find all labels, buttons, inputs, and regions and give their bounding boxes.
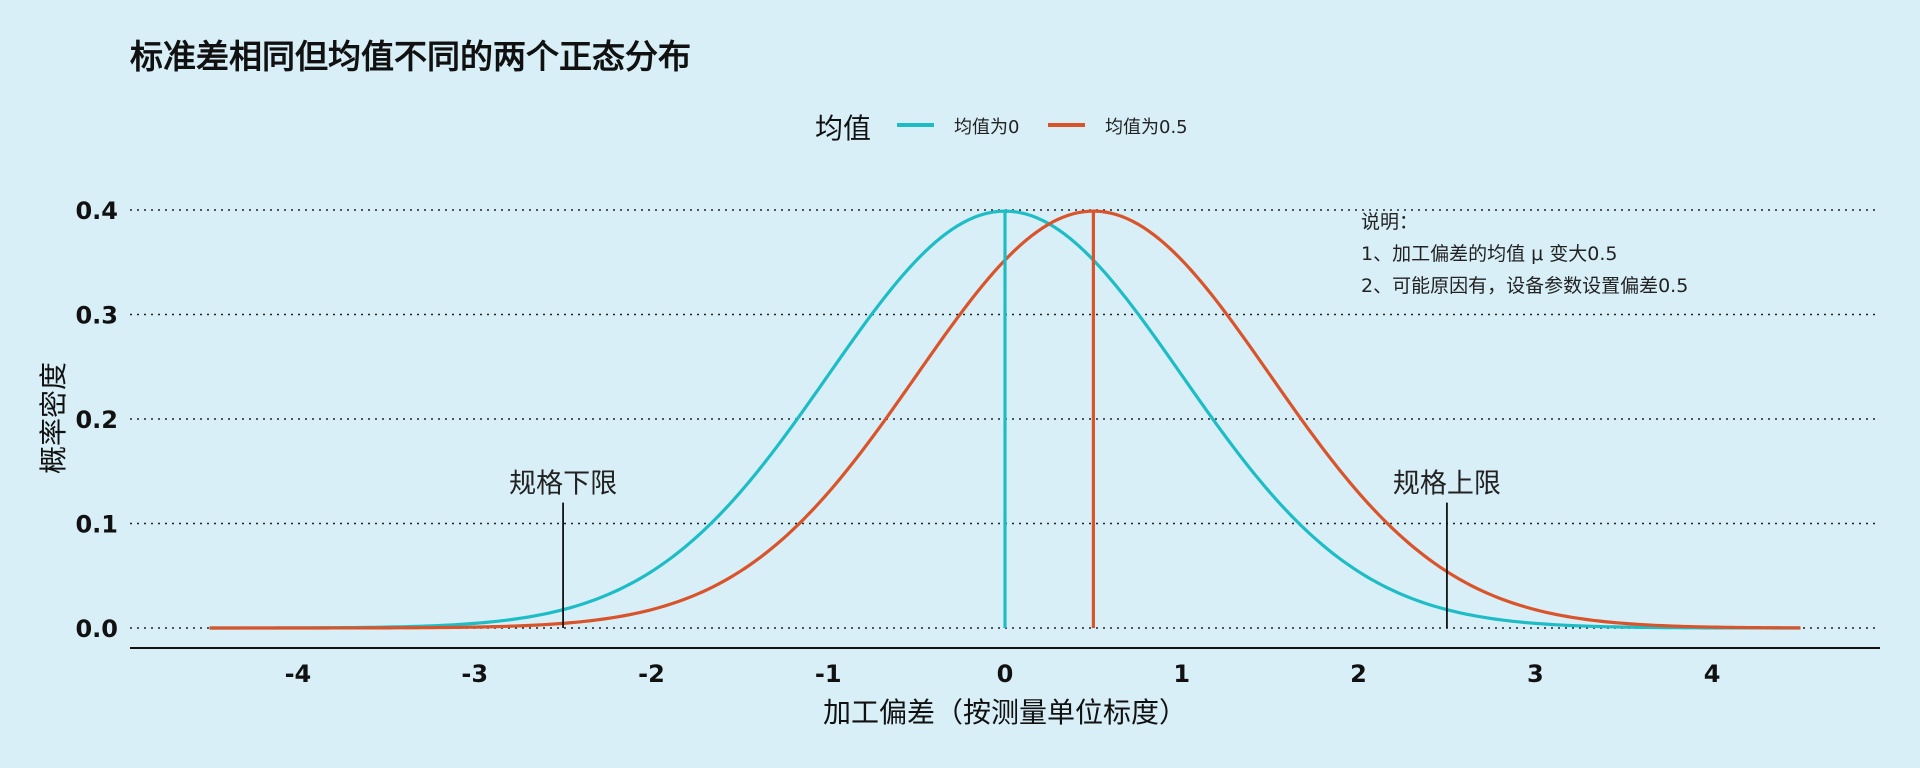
y-tick-label: 0.1 <box>75 511 118 539</box>
x-tick-label: 3 <box>1527 660 1544 688</box>
chart-title: 标准差相同但均值不同的两个正态分布 <box>130 37 691 76</box>
y-axis-title: 概率密度 <box>37 362 70 474</box>
legend-label-mean-05: 均值为0.5 <box>1105 117 1188 138</box>
x-tick-label: -1 <box>815 660 842 688</box>
x-tick-label: 1 <box>1173 660 1190 688</box>
y-tick-label: 0.0 <box>75 615 118 643</box>
x-axis-ticks: -4 -3 -2 -1 0 1 2 3 4 <box>285 660 1721 688</box>
x-tick-label: -2 <box>638 660 665 688</box>
x-tick-label: 2 <box>1350 660 1367 688</box>
x-axis-title: 加工偏差（按测量单位标度） <box>823 696 1187 729</box>
annotation-line-3: 2、可能原因有，设备参数设置偏差0.5 <box>1361 275 1688 297</box>
legend-title: 均值 <box>815 112 871 145</box>
annotation-note: 说明： 1、加工偏差的均值 μ 变大0.5 2、可能原因有，设备参数设置偏差0.… <box>1361 211 1688 297</box>
y-axis-ticks: 0.0 0.1 0.2 0.3 0.4 <box>75 197 118 643</box>
legend-label-mean-0: 均值为0 <box>954 117 1019 138</box>
y-tick-label: 0.2 <box>75 406 118 434</box>
x-tick-label: -3 <box>461 660 488 688</box>
lower-spec-label: 规格下限 <box>509 469 617 500</box>
y-tick-label: 0.3 <box>75 302 118 330</box>
annotation-line-1: 说明： <box>1361 211 1418 233</box>
annotation-line-2: 1、加工偏差的均值 μ 变大0.5 <box>1361 243 1617 265</box>
spec-limits: 规格下限 规格上限 <box>509 469 1501 628</box>
x-tick-label: -4 <box>285 660 312 688</box>
y-tick-label: 0.4 <box>75 197 118 225</box>
upper-spec-label: 规格上限 <box>1393 469 1501 500</box>
legend: 均值 均值为0 均值为0.5 <box>815 112 1188 145</box>
x-tick-label: 0 <box>997 660 1014 688</box>
x-tick-label: 4 <box>1704 660 1721 688</box>
mean-lines <box>1003 211 1095 628</box>
